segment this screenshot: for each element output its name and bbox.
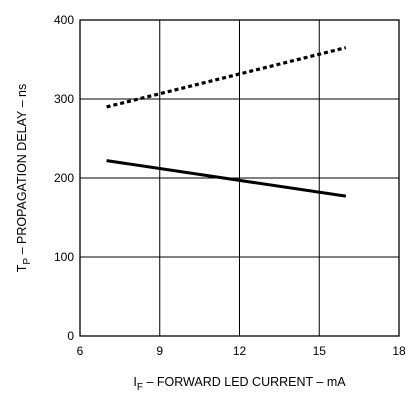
y-tick-label: 100 bbox=[54, 250, 74, 264]
y-tick-label: 300 bbox=[54, 92, 74, 106]
series-line-1 bbox=[106, 46, 347, 109]
series-group bbox=[106, 46, 347, 198]
plot-frame bbox=[79, 19, 400, 337]
x-axis-title-main: I bbox=[133, 375, 136, 389]
x-axis-title-subscript: F bbox=[137, 382, 143, 393]
x-tick-label: 9 bbox=[156, 344, 163, 358]
grid bbox=[80, 20, 399, 336]
x-tick-label: 15 bbox=[313, 344, 327, 358]
x-tick-label: 18 bbox=[392, 344, 406, 358]
y-tick-labels: 0 100 200 300 400 bbox=[54, 13, 74, 343]
y-tick-label: 200 bbox=[54, 171, 74, 185]
x-tick-labels: 6 9 12 15 18 bbox=[77, 344, 406, 358]
x-tick-label: 12 bbox=[233, 344, 247, 358]
x-axis-title: IF – FORWARD LED CURRENT – mA bbox=[133, 375, 346, 393]
x-tick-label: 6 bbox=[77, 344, 84, 358]
y-tick-label: 400 bbox=[54, 13, 74, 27]
series-line-2 bbox=[106, 159, 347, 198]
y-axis-title-rest: – PROPAGATION DELAY – ns bbox=[15, 84, 29, 258]
y-axis-title-subscript: P bbox=[22, 258, 33, 265]
x-axis-title-rest: – FORWARD LED CURRENT – mA bbox=[143, 375, 346, 389]
y-axis-title-main: T bbox=[15, 264, 29, 272]
y-tick-label: 0 bbox=[67, 329, 74, 343]
y-axis-title: TP – PROPAGATION DELAY – ns bbox=[15, 84, 33, 272]
